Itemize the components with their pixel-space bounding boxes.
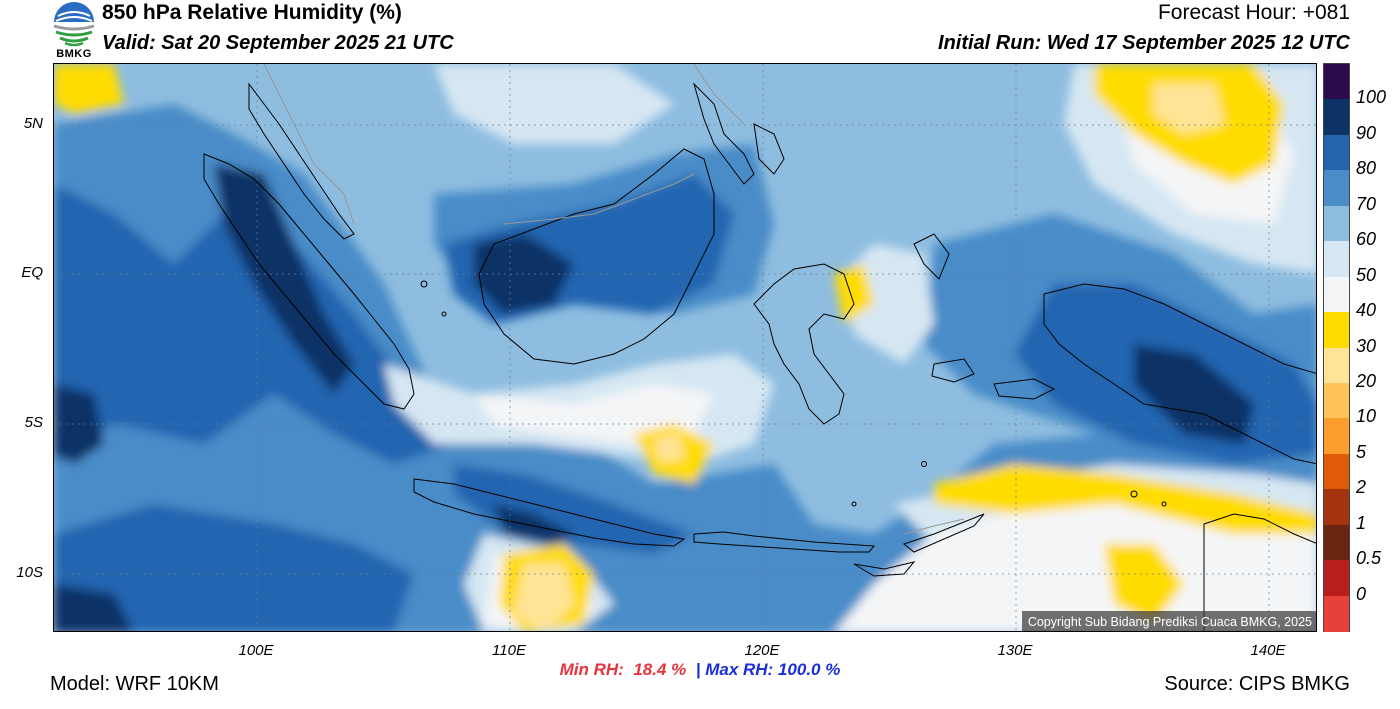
colorbar-swatch bbox=[1324, 276, 1349, 313]
colorbar-label: 100 bbox=[1356, 87, 1387, 108]
map-copyright: Copyright Sub Bidang Prediksi Cuaca BMKG… bbox=[1021, 611, 1316, 631]
lat-label-5s: 5S bbox=[24, 414, 43, 431]
bmkg-logo: BMKG bbox=[50, 2, 98, 60]
logo-text: BMKG bbox=[56, 48, 92, 60]
lon-label-120e: 120E bbox=[744, 642, 780, 659]
colorbar-label: 50 bbox=[1356, 264, 1377, 285]
colorbar-label: 20 bbox=[1356, 370, 1377, 391]
colorbar-swatch bbox=[1324, 347, 1349, 384]
colorbar-label: 60 bbox=[1356, 229, 1377, 250]
colorbar-swatch bbox=[1324, 595, 1349, 632]
colorbar-swatch bbox=[1324, 524, 1349, 561]
lat-label-5n: 5N bbox=[23, 115, 43, 132]
model-name: Model: WRF 10KM bbox=[50, 673, 219, 695]
lat-label-eq: EQ bbox=[21, 264, 43, 281]
lon-label-140e: 140E bbox=[1250, 642, 1286, 659]
forecast-hour: Forecast Hour: +081 bbox=[1157, 1, 1350, 24]
min-rh-label: Min RH: bbox=[559, 660, 624, 679]
colorbar-label: 90 bbox=[1356, 122, 1377, 143]
colorbar-label: 80 bbox=[1356, 158, 1377, 179]
max-rh-value: 100.0 % bbox=[777, 660, 841, 679]
valid-time: Valid: Sat 20 September 2025 21 UTC bbox=[102, 32, 454, 54]
colorbar-swatch bbox=[1324, 453, 1349, 490]
colorbar-label: 0.5 bbox=[1356, 548, 1382, 569]
min-rh-value: 18.4 % bbox=[633, 660, 687, 679]
colorbar-label: 70 bbox=[1356, 193, 1377, 214]
colorbar-swatch bbox=[1324, 418, 1349, 455]
colorbar-label: 2 bbox=[1356, 477, 1367, 498]
colorbar-label: 5 bbox=[1356, 441, 1367, 462]
lon-label-130e: 130E bbox=[997, 642, 1033, 659]
bmkg-logo-icon bbox=[53, 2, 95, 47]
colorbar-label: 30 bbox=[1356, 335, 1377, 356]
colorbar bbox=[1323, 63, 1350, 632]
lat-label-10s: 10S bbox=[16, 564, 43, 581]
initial-run: Initial Run: Wed 17 September 2025 12 UT… bbox=[938, 32, 1350, 54]
colorbar-swatch bbox=[1324, 170, 1349, 207]
lon-label-100e: 100E bbox=[238, 642, 274, 659]
colorbar-swatch bbox=[1324, 489, 1349, 526]
colorbar-label: 1 bbox=[1356, 512, 1367, 533]
colorbar-label: 40 bbox=[1356, 300, 1377, 321]
colorbar-swatch bbox=[1324, 99, 1349, 136]
colorbar-swatch bbox=[1324, 205, 1349, 242]
humidity-map: Copyright Sub Bidang Prediksi Cuaca BMKG… bbox=[53, 63, 1317, 632]
lon-label-110e: 110E bbox=[492, 642, 526, 659]
map-title: 850 hPa Relative Humidity (%) bbox=[102, 1, 402, 24]
colorbar-swatch bbox=[1324, 382, 1349, 419]
coastlines bbox=[203, 82, 1316, 631]
max-rh-label: Max RH: bbox=[705, 660, 774, 679]
colorbar-label: 10 bbox=[1356, 406, 1377, 427]
map-gridlines bbox=[54, 64, 1316, 631]
rh-stats: Min RH: 18.4 % | Max RH: 100.0 % bbox=[0, 660, 1400, 680]
colorbar-label: 0 bbox=[1356, 583, 1367, 604]
colorbar-swatch bbox=[1324, 64, 1349, 100]
data-source: Source: CIPS BMKG bbox=[1164, 673, 1350, 695]
stats-separator: | bbox=[695, 660, 701, 679]
colorbar-swatch bbox=[1324, 560, 1349, 597]
humidity-field: Copyright Sub Bidang Prediksi Cuaca BMKG… bbox=[54, 64, 1316, 631]
colorbar-swatch bbox=[1324, 241, 1349, 278]
country-borders bbox=[263, 64, 965, 535]
colorbar-swatch bbox=[1324, 312, 1349, 348]
colorbar-swatch bbox=[1324, 134, 1349, 171]
